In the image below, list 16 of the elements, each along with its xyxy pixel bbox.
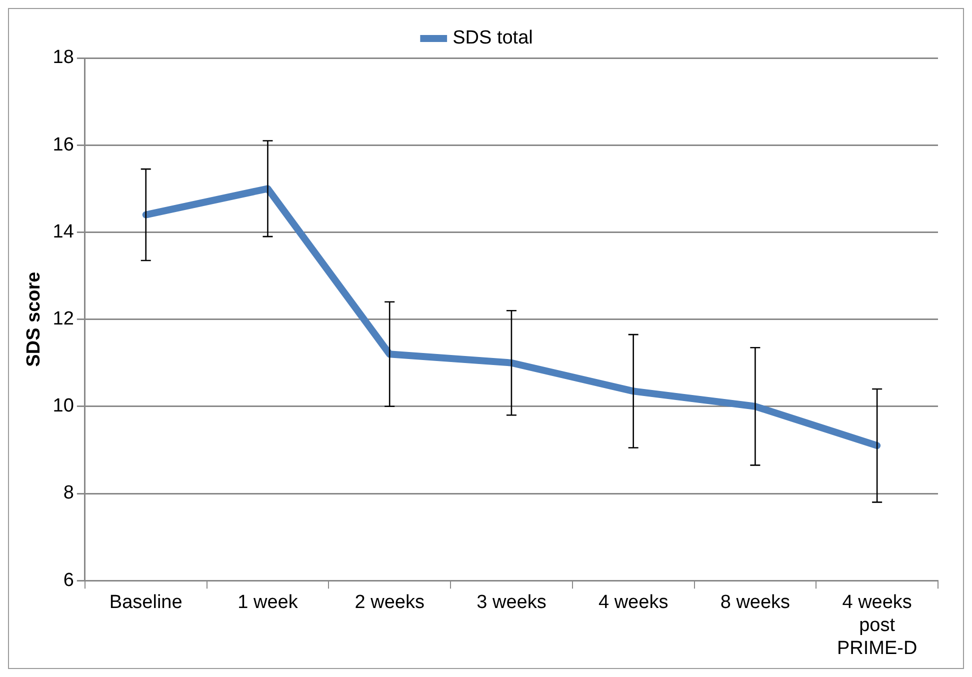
y-tick-label: 6 <box>63 570 74 591</box>
y-tick-label: 12 <box>52 308 74 330</box>
x-tick-label: 8 weeks <box>720 592 790 614</box>
y-tick-label: 8 <box>63 482 74 504</box>
x-tick-label: 1 week <box>238 592 298 614</box>
y-axis-title: SDS score <box>24 272 45 367</box>
y-tick-label: 14 <box>52 221 74 242</box>
x-tick-label: 4 weeks post PRIME-D <box>836 592 918 659</box>
legend-label: SDS total <box>452 28 533 49</box>
x-tick-label: 2 weeks <box>354 592 424 614</box>
y-tick-label: 18 <box>52 47 74 68</box>
x-tick-label: 4 weeks <box>598 592 668 614</box>
y-tick-label: 10 <box>52 396 74 417</box>
x-tick-label: Baseline <box>109 592 182 614</box>
x-tick-label: 3 weeks <box>476 592 546 614</box>
y-tick-label: 16 <box>52 134 74 156</box>
